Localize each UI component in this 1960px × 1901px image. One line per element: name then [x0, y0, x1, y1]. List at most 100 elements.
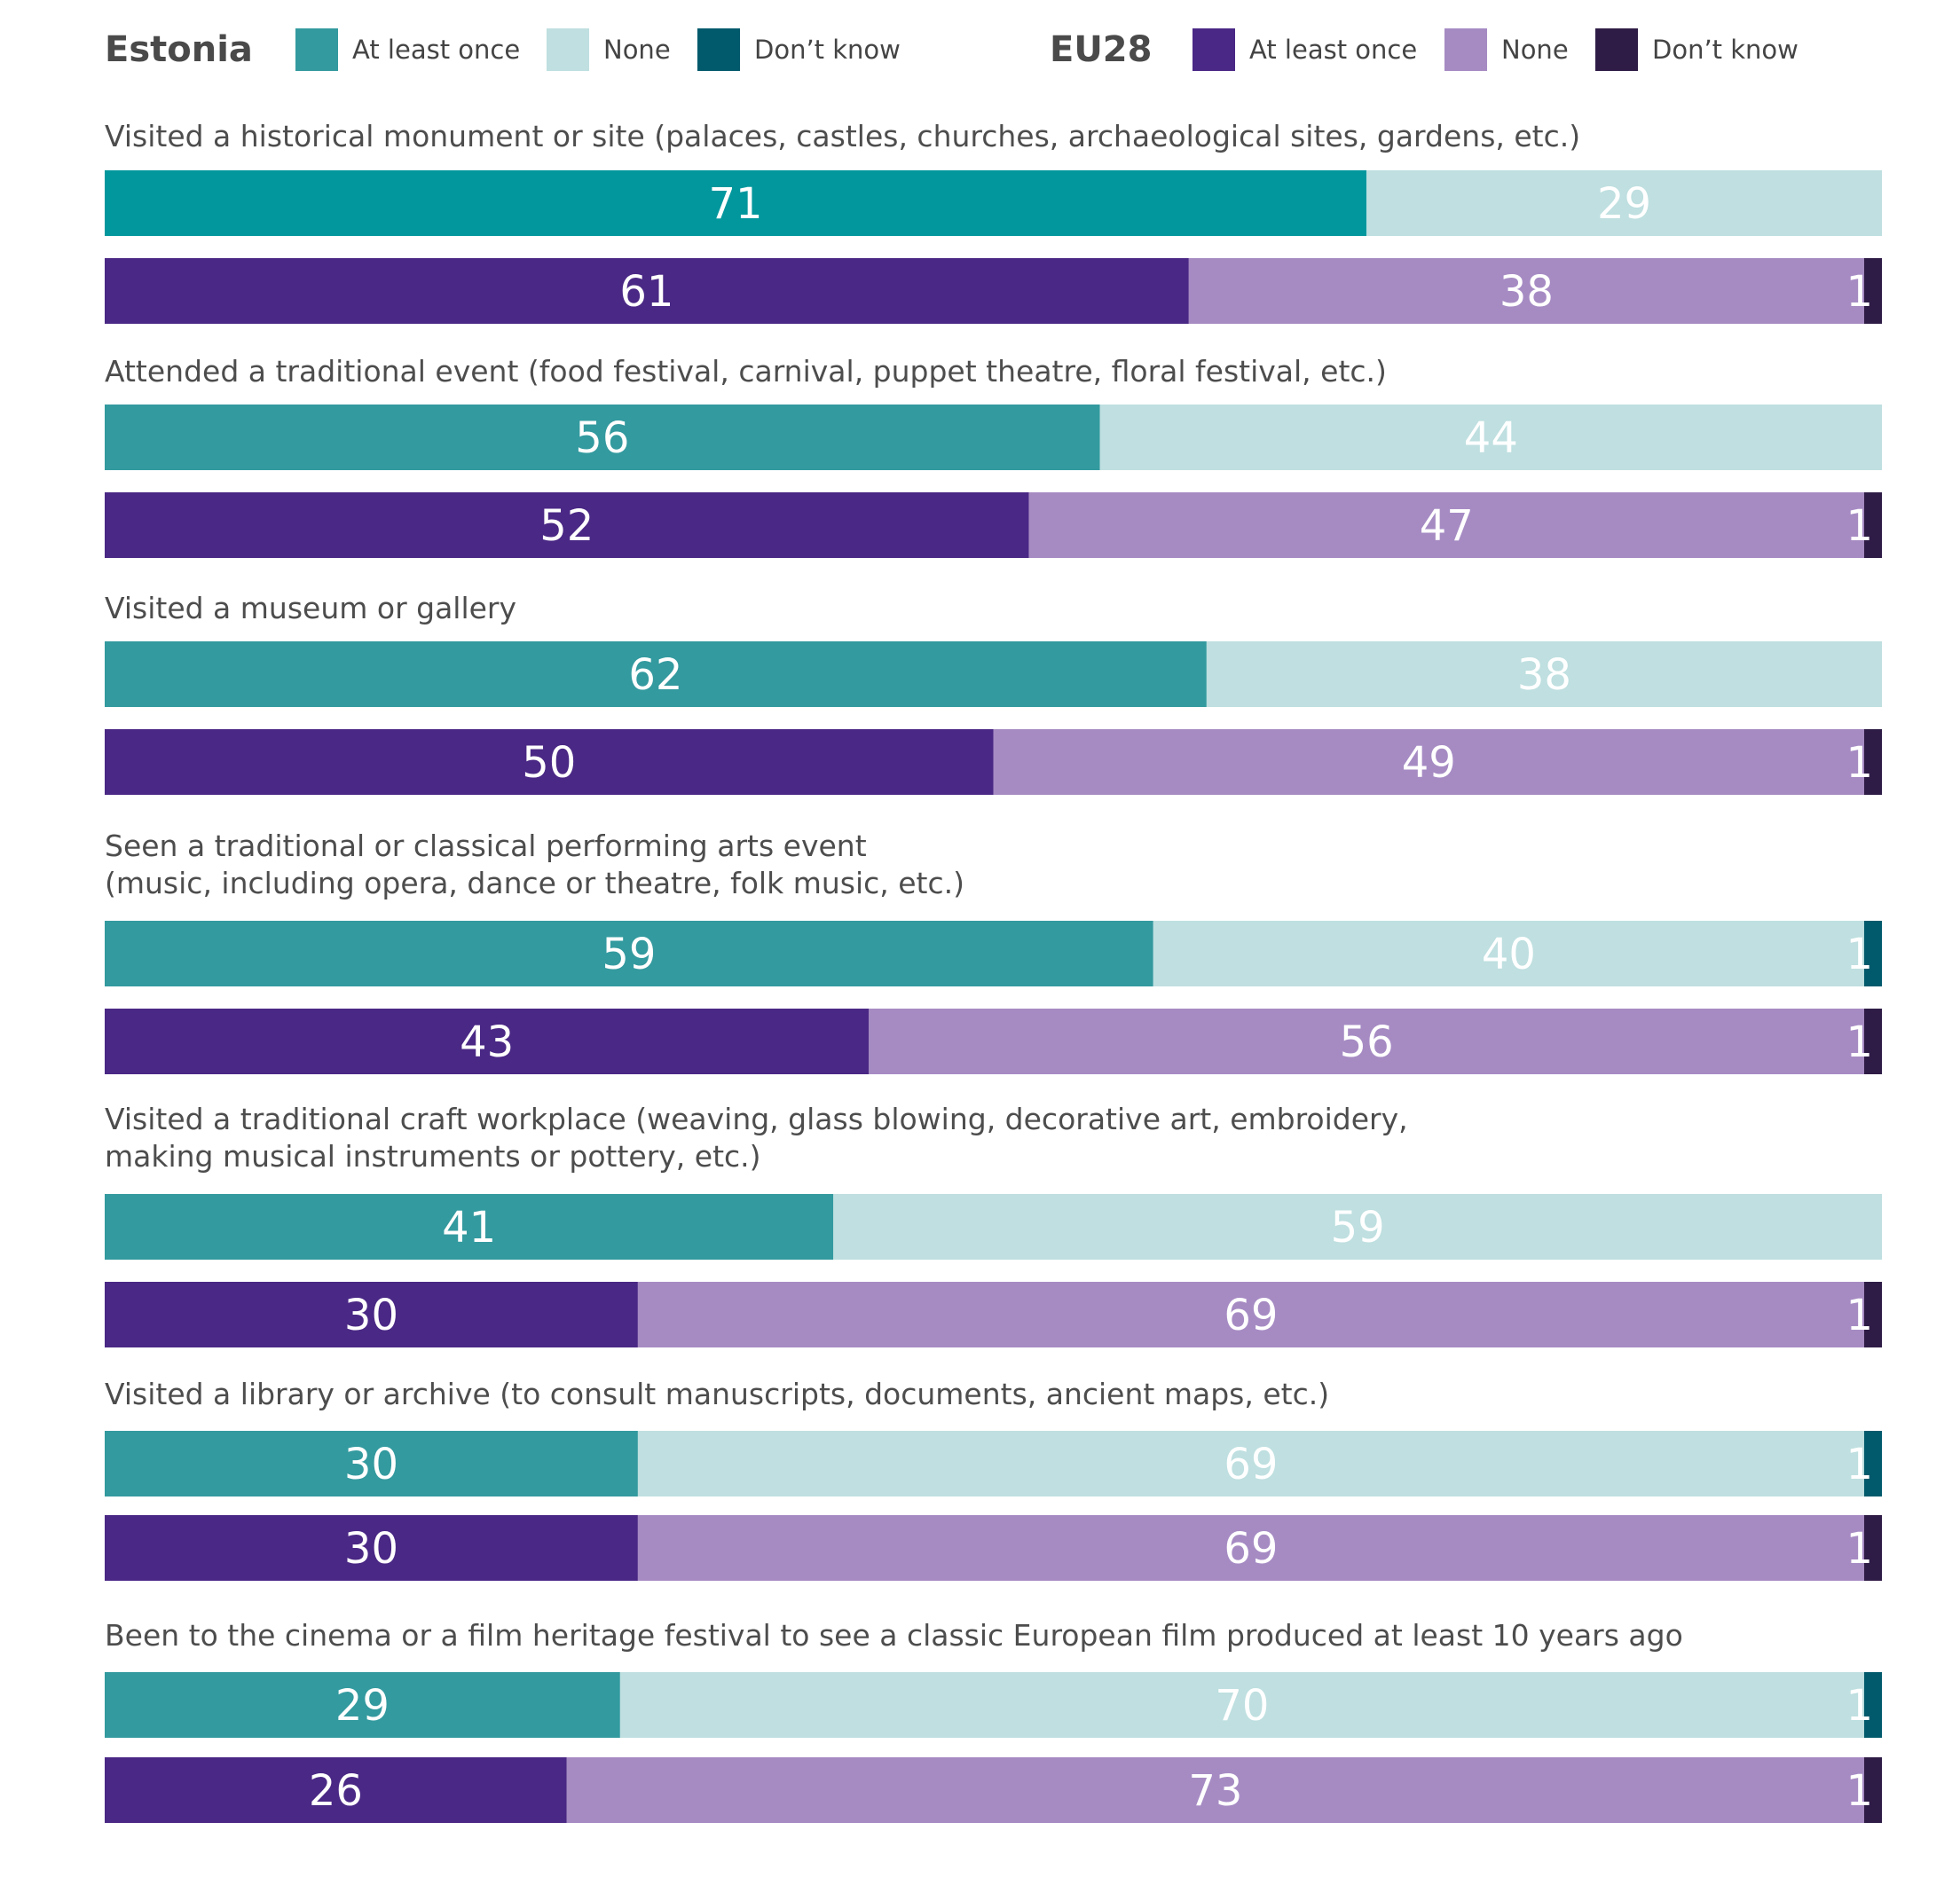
eu28-bar-segment [105, 1757, 567, 1823]
eu28-bar-value-label: 61 [619, 267, 673, 317]
estonia-bar-segment [105, 1672, 620, 1738]
estonia-bar-segment [105, 921, 1153, 986]
eu28-bar-segment [1863, 729, 1882, 795]
eu28-bar-value-label: 69 [1224, 1291, 1278, 1340]
eu28-bar-value-label: 56 [1340, 1017, 1394, 1067]
legend-label: None [603, 35, 671, 65]
eu28-bar-segment [105, 1515, 638, 1581]
estonia-bar-segment [105, 1194, 834, 1260]
eu28-bar-segment [105, 1282, 638, 1347]
eu28-bar-segment [1863, 1757, 1882, 1823]
legend-item: At least once [295, 28, 520, 71]
estonia-bar-segment [1206, 641, 1882, 707]
category-label: Attended a traditional event (food festi… [105, 354, 1387, 389]
estonia-bar-segment [637, 1431, 1864, 1496]
eu28-bar-value-label: 1 [1846, 501, 1873, 551]
legend-swatch [547, 28, 589, 71]
eu28-bar-segment [105, 1009, 870, 1074]
estonia-bar-segment [1863, 1431, 1882, 1496]
eu28-bar-value-label: 50 [522, 738, 576, 788]
estonia-bar-value-label: 1 [1846, 1681, 1873, 1731]
estonia-bar-value-label: 70 [1215, 1681, 1269, 1731]
eu28-bar-segment [1863, 1282, 1882, 1347]
estonia-bar-value-label: 44 [1464, 413, 1518, 463]
estonia-bar-segment [1153, 921, 1864, 986]
legend-item: Don’t know [1595, 28, 1799, 71]
legend-item: None [1444, 28, 1569, 71]
eu28-bar-segment [1863, 1009, 1882, 1074]
legend-swatch [697, 28, 740, 71]
category-label: Been to the cinema or a film heritage fe… [105, 1618, 1683, 1653]
legend-title-0: Estonia [105, 29, 253, 70]
estonia-bar-value-label: 1 [1846, 1440, 1873, 1489]
estonia-bar-value-label: 30 [344, 1440, 398, 1489]
eu28-bar-segment [1188, 258, 1864, 324]
eu28-bar-value-label: 38 [1500, 267, 1554, 317]
legend-label: Don’t know [754, 35, 901, 65]
eu28-bar-value-label: 1 [1846, 738, 1873, 788]
category-label: Visited a historical monument or site (p… [105, 119, 1580, 153]
estonia-bar-segment [833, 1194, 1882, 1260]
legend-swatch [1193, 28, 1235, 71]
estonia-bar-segment [105, 1431, 638, 1496]
eu28-bar-segment [993, 729, 1864, 795]
legend-label: None [1501, 35, 1569, 65]
eu28-bar-value-label: 30 [344, 1524, 398, 1574]
estonia-bar-value-label: 29 [1597, 179, 1651, 229]
eu28-bar-value-label: 1 [1846, 1766, 1873, 1816]
eu28-bar-segment [637, 1282, 1864, 1347]
eu28-bar-segment [637, 1515, 1864, 1581]
eu28-bar-value-label: 69 [1224, 1524, 1278, 1574]
legend-swatch [1444, 28, 1487, 71]
estonia-bar-segment [105, 170, 1367, 236]
estonia-bar-value-label: 1 [1846, 930, 1873, 979]
eu28-bar-segment [105, 258, 1189, 324]
eu28-bar-segment [105, 492, 1029, 558]
eu28-bar-segment [1863, 258, 1882, 324]
estonia-bar-value-label: 69 [1224, 1440, 1278, 1489]
eu28-bar-value-label: 43 [460, 1017, 514, 1067]
legend-label: Don’t know [1652, 35, 1799, 65]
estonia-bar-segment [1863, 921, 1882, 986]
legend-item: Don’t know [697, 28, 901, 71]
eu28-bar-value-label: 1 [1846, 1291, 1873, 1340]
estonia-bar-segment [619, 1672, 1864, 1738]
estonia-bar-segment [105, 405, 1100, 470]
eu28-bar-value-label: 52 [539, 501, 594, 551]
estonia-bar-value-label: 71 [709, 179, 763, 229]
estonia-bar-value-label: 59 [602, 930, 656, 979]
eu28-bar-value-label: 47 [1420, 501, 1474, 551]
eu28-bar-value-label: 1 [1846, 267, 1873, 317]
category-label: making musical instruments or pottery, e… [105, 1139, 761, 1174]
category-label: Visited a library or archive (to consult… [105, 1377, 1329, 1411]
estonia-bar-value-label: 38 [1517, 650, 1571, 700]
estonia-bar-value-label: 41 [442, 1203, 496, 1253]
estonia-bar-segment [1099, 405, 1882, 470]
category-label: Visited a museum or gallery [105, 591, 516, 625]
eu28-bar-value-label: 1 [1846, 1017, 1873, 1067]
eu28-bar-segment [1028, 492, 1864, 558]
eu28-bar-segment [1863, 1515, 1882, 1581]
estonia-bar-segment [1366, 170, 1882, 236]
eu28-bar-value-label: 26 [309, 1766, 363, 1816]
legend-item: None [547, 28, 671, 71]
eu28-bar-value-label: 1 [1846, 1524, 1873, 1574]
legend-swatch [1595, 28, 1638, 71]
category-label: Seen a traditional or classical performi… [105, 829, 867, 863]
legend-item: At least once [1193, 28, 1417, 71]
legend-label: At least once [1249, 35, 1418, 65]
estonia-bar-value-label: 40 [1482, 930, 1536, 979]
estonia-bar-value-label: 56 [575, 413, 629, 463]
legend-title-1: EU28 [1050, 29, 1153, 70]
eu28-bar-segment [1863, 492, 1882, 558]
estonia-bar-segment [1863, 1672, 1882, 1738]
eu28-bar-value-label: 73 [1188, 1766, 1242, 1816]
estonia-bar-segment [105, 641, 1207, 707]
eu28-bar-segment [105, 729, 994, 795]
category-label: (music, including opera, dance or theatr… [105, 866, 964, 900]
legend-swatch [295, 28, 338, 71]
category-label: Visited a traditional craft workplace (w… [105, 1102, 1408, 1136]
estonia-bar-value-label: 59 [1331, 1203, 1385, 1253]
eu28-bar-segment [869, 1009, 1864, 1074]
